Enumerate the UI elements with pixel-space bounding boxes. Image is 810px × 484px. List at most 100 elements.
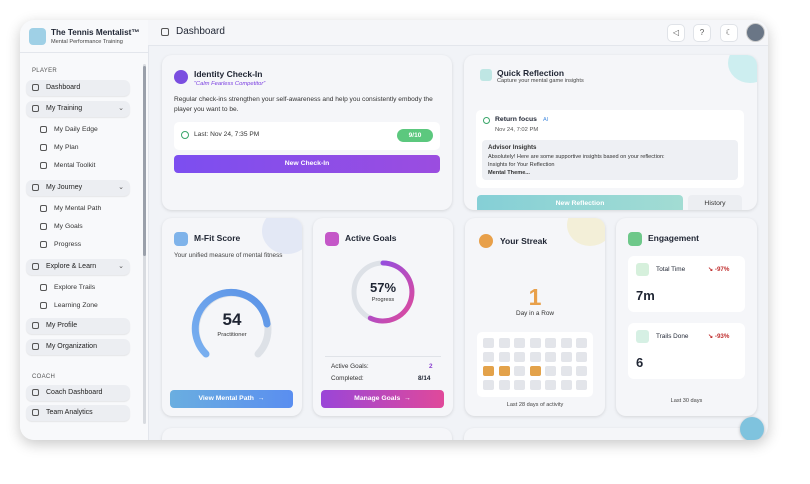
mfit-gauge bbox=[191, 288, 272, 358]
new-reflection-button[interactable]: New Reflection bbox=[477, 195, 683, 210]
sidebar-toggle[interactable] bbox=[161, 28, 169, 36]
inactive-day bbox=[498, 338, 510, 348]
inactive-day bbox=[560, 380, 572, 390]
sidebar: The Tennis Mentalist™ Mental Performance… bbox=[20, 20, 149, 440]
nav-item[interactable]: Coach Dashboard bbox=[26, 385, 130, 401]
divider bbox=[20, 52, 148, 53]
inactive-day bbox=[498, 352, 510, 362]
top-bar bbox=[148, 20, 768, 46]
goals-ring bbox=[351, 260, 415, 324]
advisor-title: Advisor Insights bbox=[488, 144, 537, 151]
nav-icon bbox=[40, 126, 47, 133]
nav-item[interactable]: My Daily Edge bbox=[34, 122, 130, 138]
mfit-card: M-Fit Score Your unified measure of ment… bbox=[162, 218, 302, 416]
history-button[interactable]: History bbox=[688, 195, 742, 210]
checkin-button[interactable]: New Check-In bbox=[174, 155, 440, 173]
chevron: ⌄ bbox=[118, 105, 124, 112]
metric-value: 6 bbox=[636, 355, 644, 370]
active-day bbox=[483, 366, 494, 376]
button-label: View Mental Path bbox=[198, 395, 254, 402]
mfit-score: 54 bbox=[222, 310, 242, 329]
active-day bbox=[498, 366, 510, 376]
app-name: The Tennis Mentalist™ bbox=[51, 28, 140, 37]
engagement-card: Engagement Total Time ↘ -97% 7m Trails D… bbox=[616, 218, 757, 416]
theme-button[interactable]: ☾ bbox=[720, 24, 738, 42]
icon bbox=[479, 234, 493, 248]
divider bbox=[325, 356, 441, 357]
chevron: ⌄ bbox=[118, 263, 124, 270]
nav-label: Learning Zone bbox=[54, 302, 98, 309]
nav-item[interactable]: Explore Trails bbox=[34, 280, 130, 296]
check-icon bbox=[181, 131, 189, 139]
inactive-day bbox=[514, 366, 525, 376]
identity-statement: “Calm Fearless Competitor” bbox=[194, 81, 266, 87]
goals-percent: 57% bbox=[369, 280, 397, 295]
inactive-day bbox=[545, 366, 556, 376]
streak-caption: Last 28 days of activity bbox=[506, 402, 564, 408]
inactive-day bbox=[529, 380, 541, 390]
nav-label: Team Analytics bbox=[46, 409, 93, 416]
nav-label: My Goals bbox=[54, 223, 83, 230]
mental-path-button[interactable]: View Mental Path → bbox=[170, 390, 293, 408]
mfit-level: Practitioner bbox=[217, 332, 247, 338]
nav-item[interactable]: My Mental Path bbox=[34, 201, 130, 217]
nav-label: Progress bbox=[54, 241, 82, 248]
nav-label: My Training bbox=[46, 105, 83, 112]
nav-item[interactable]: Learning Zone bbox=[34, 298, 130, 314]
last-date: Last: Nov 24, 7:35 PM bbox=[194, 131, 260, 138]
advisor-text: Mental Theme... bbox=[488, 170, 530, 176]
inactive-day bbox=[545, 380, 556, 390]
help-button[interactable]: ? bbox=[693, 24, 711, 42]
stat-label: Completed: bbox=[331, 375, 364, 382]
scrollbar-thumb[interactable] bbox=[143, 66, 146, 256]
announce-button[interactable]: ◁ bbox=[667, 24, 685, 42]
nav-item[interactable]: Dashboard bbox=[26, 80, 130, 96]
section-label: PLAYER bbox=[32, 68, 58, 74]
nav-item[interactable]: Mental Toolkit bbox=[34, 158, 130, 174]
avatar[interactable] bbox=[746, 23, 765, 42]
card-title: Identity Check-In bbox=[194, 69, 263, 79]
nav-item[interactable]: Explore & Learn ⌄ bbox=[26, 259, 130, 275]
nav-label: My Plan bbox=[54, 144, 79, 151]
advisor-box: Advisor Insights Absolutely! Here are so… bbox=[482, 140, 738, 180]
app-tagline: Mental Performance Training bbox=[51, 39, 123, 45]
advisor-text: Absolutely! Here are some supportive ins… bbox=[488, 154, 665, 160]
inactive-day bbox=[514, 380, 525, 390]
metric-icon bbox=[636, 330, 649, 343]
stat-label: Active Goals: bbox=[331, 363, 369, 370]
nav-label: Mental Toolkit bbox=[54, 162, 96, 169]
reflection-entry: Return focus AI Nov 24, 7:02 PM Advisor … bbox=[476, 110, 744, 188]
nav-icon bbox=[32, 322, 39, 329]
icon bbox=[480, 69, 492, 81]
inactive-day bbox=[529, 338, 541, 348]
nav-icon bbox=[40, 223, 47, 230]
manage-goals-button[interactable]: Manage Goals → bbox=[321, 390, 444, 408]
decoration bbox=[728, 55, 757, 83]
nav-item[interactable]: My Training ⌄ bbox=[26, 101, 130, 117]
logo bbox=[29, 28, 46, 45]
nav-item[interactable]: My Profile bbox=[26, 318, 130, 334]
nav-icon bbox=[40, 284, 47, 291]
nav-item[interactable]: Progress bbox=[34, 237, 130, 253]
inactive-day bbox=[560, 338, 572, 348]
stat-value: 2 bbox=[429, 363, 433, 370]
nav-item[interactable]: My Journey ⌄ bbox=[26, 180, 130, 196]
nav-item[interactable]: My Plan bbox=[34, 140, 130, 156]
metric-box: Total Time ↘ -97% 7m bbox=[628, 256, 745, 312]
inactive-day bbox=[576, 380, 587, 390]
nav-item[interactable]: My Goals bbox=[34, 219, 130, 235]
metric-label: Total Time bbox=[656, 266, 686, 273]
metric-label: Trails Done bbox=[656, 333, 689, 340]
metric-icon bbox=[636, 263, 649, 276]
goals-card: Active Goals 57% Progress Active Goals: … bbox=[313, 218, 453, 416]
nav-item[interactable]: Team Analytics bbox=[26, 405, 130, 421]
chevron: ⌄ bbox=[118, 184, 124, 191]
inactive-day bbox=[483, 352, 494, 362]
nav-icon bbox=[32, 263, 39, 270]
inactive-day bbox=[560, 352, 572, 362]
nav-icon bbox=[40, 241, 47, 248]
inactive-day bbox=[560, 366, 572, 376]
nav-item[interactable]: My Organization bbox=[26, 339, 130, 355]
assistant-button[interactable] bbox=[740, 417, 764, 440]
